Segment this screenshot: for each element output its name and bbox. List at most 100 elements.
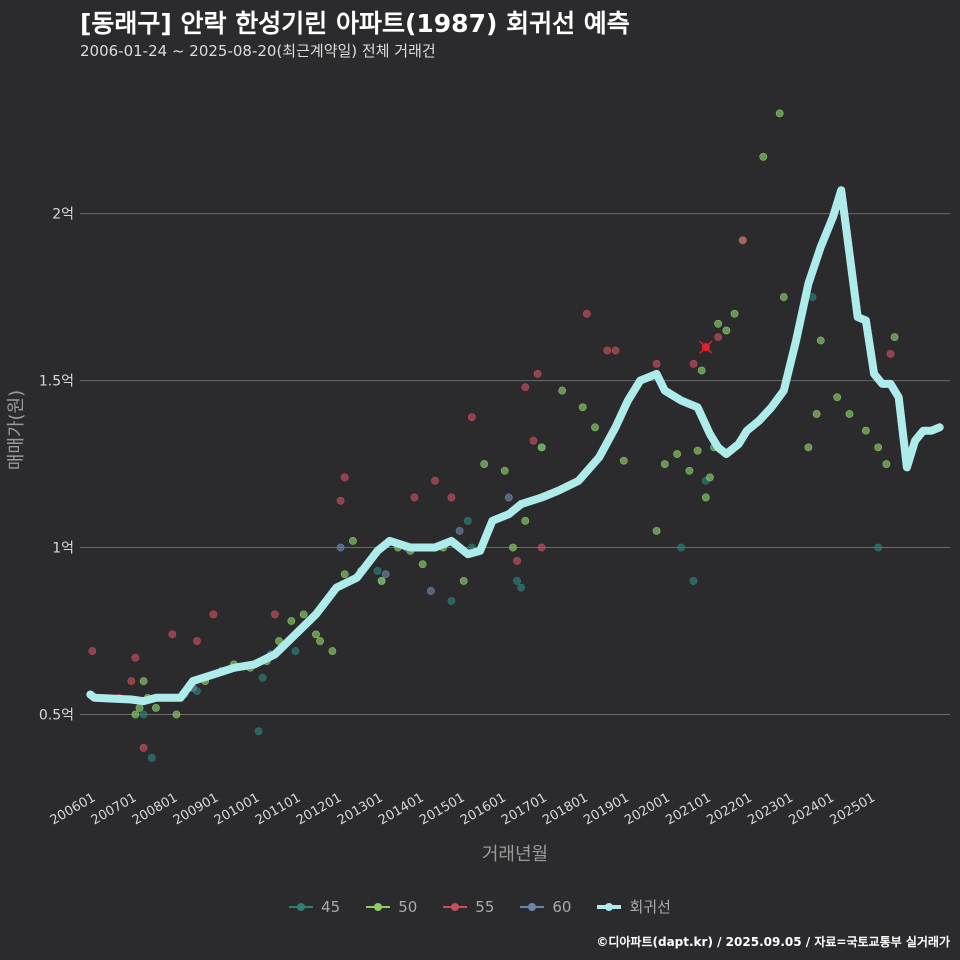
legend-key-regression (597, 898, 622, 916)
data-point-55 (193, 637, 201, 645)
x-tick-label: 202101 (663, 790, 713, 828)
data-point-50 (804, 443, 813, 452)
y-tick-label: 1.5억 (39, 374, 74, 390)
x-tick-label: 201501 (417, 790, 467, 828)
data-point-55 (513, 557, 521, 565)
data-point-50 (714, 319, 723, 328)
y-tick-label: 2억 (52, 207, 74, 223)
data-point-55 (529, 436, 538, 445)
data-point-50 (845, 410, 854, 418)
data-point-50 (172, 710, 181, 719)
data-point-50 (890, 333, 899, 342)
data-point-55 (410, 493, 419, 502)
data-point-55 (652, 359, 661, 368)
data-point-50 (591, 423, 599, 432)
legend-item-60: 60 (520, 896, 571, 917)
x-tick-label: 201601 (458, 790, 508, 828)
data-point-45 (447, 597, 456, 605)
data-point-55 (139, 744, 148, 752)
x-tick-label: 200801 (130, 790, 180, 828)
data-point-50 (131, 710, 140, 719)
data-point-50 (299, 610, 308, 619)
legend-key-45 (289, 898, 314, 916)
data-point-50 (316, 637, 324, 645)
legend-item-regression: 회귀선 (597, 896, 671, 917)
data-point-50 (697, 366, 706, 375)
source-caption: ©디아파트(dapt.kr) / 2025.09.05 / 자료=국토교통부 실… (596, 935, 950, 949)
data-point-50 (287, 617, 296, 625)
data-point-55 (582, 309, 591, 318)
legend-label-45: 45 (321, 897, 341, 916)
data-point-45 (254, 727, 263, 736)
data-point-45 (677, 543, 686, 552)
data-point-50 (730, 309, 739, 318)
data-point-50 (722, 326, 731, 335)
series-60 (188, 493, 513, 692)
data-point-50 (816, 336, 825, 345)
data-point-50 (882, 460, 891, 468)
x-tick-label: 201801 (540, 790, 590, 828)
data-point-50 (152, 703, 160, 712)
data-point-55 (131, 653, 140, 662)
data-point-50 (480, 460, 489, 468)
x-tick-label: 201301 (335, 790, 385, 828)
y-tick-label: 0.5억 (39, 708, 74, 724)
data-point-50 (139, 677, 148, 686)
data-point-45 (258, 673, 267, 682)
data-point-55 (738, 236, 747, 245)
data-point-55 (168, 630, 177, 639)
data-point-50 (578, 403, 587, 412)
data-point-50 (537, 443, 546, 452)
data-point-50 (619, 456, 628, 465)
data-point-45 (291, 647, 300, 655)
data-point-55 (537, 543, 546, 552)
data-point-55 (271, 610, 279, 619)
data-point-55 (611, 346, 620, 355)
data-point-60 (426, 587, 435, 595)
data-point-55 (533, 369, 542, 378)
data-point-55 (336, 496, 345, 505)
data-point-50 (652, 526, 661, 535)
data-point-45 (139, 710, 148, 719)
data-point-45 (147, 754, 156, 762)
x-tick-label: 201401 (376, 790, 426, 828)
x-tick-label: 201101 (253, 790, 303, 828)
x-tick-label: 201701 (499, 790, 549, 828)
data-point-55 (88, 647, 97, 655)
y-tick-label: 1억 (52, 541, 74, 557)
legend-label-50: 50 (398, 897, 418, 916)
data-point-55 (127, 677, 136, 686)
data-point-50 (779, 293, 788, 301)
x-tick-label: 201901 (581, 790, 631, 828)
data-point-45 (874, 543, 883, 552)
legend-key-60 (520, 898, 545, 916)
data-point-55 (714, 333, 723, 342)
x-tick-label: 201201 (294, 790, 344, 828)
data-point-50 (833, 393, 842, 402)
data-point-50 (500, 466, 509, 475)
x-tick-label: 202201 (704, 790, 754, 828)
data-point-55 (886, 349, 895, 358)
data-point-50 (418, 560, 427, 569)
data-point-55 (603, 346, 612, 355)
data-point-50 (521, 516, 530, 525)
legend-label-60: 60 (552, 897, 572, 916)
data-point-50 (874, 443, 883, 452)
data-point-50 (812, 410, 821, 418)
data-point-55 (468, 413, 476, 422)
data-point-55 (340, 473, 349, 482)
data-point-60 (336, 543, 345, 552)
series-55 (88, 236, 895, 752)
x-tick-label: 201001 (212, 790, 262, 828)
x-tick-label: 200701 (89, 790, 139, 828)
data-point-60 (381, 570, 390, 579)
data-point-55 (447, 493, 456, 502)
data-point-60 (455, 526, 464, 535)
data-point-50 (377, 577, 386, 585)
legend-key-55 (443, 898, 468, 916)
x-tick-label: 202001 (622, 790, 672, 828)
data-point-50 (701, 493, 710, 502)
data-point-55 (689, 359, 698, 368)
data-point-55 (209, 610, 218, 619)
data-point-50 (135, 703, 144, 712)
